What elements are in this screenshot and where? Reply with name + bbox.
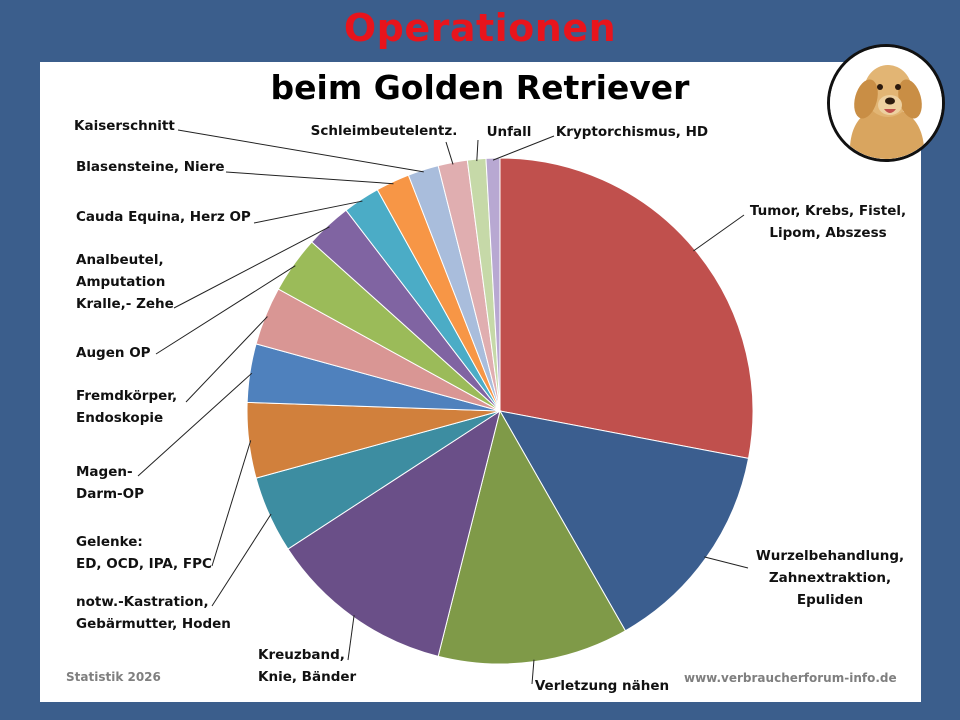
slice-label-9: Augen OP: [76, 345, 151, 361]
footer-statistics-year: Statistik 2026: [66, 670, 161, 684]
leader-line-3: [531, 659, 535, 685]
leader-line-9: [155, 265, 296, 355]
slice-label-2: Wurzelbehandlung, Zahnextraktion, Epuliden: [756, 548, 904, 608]
pie-slice-2: [499, 410, 750, 632]
slice-label-11: Cauda Equina, Herz OP: [76, 209, 251, 225]
leader-line-4: [347, 615, 355, 661]
leader-line-12: [225, 171, 394, 185]
golden-retriever-photo-icon: [827, 44, 945, 162]
slice-label-16: Kryptorchismus, HD: [556, 124, 708, 140]
slice-labels: Tumor, Krebs, Fistel, Lipom, Abszess Wurze…: [74, 118, 906, 694]
leader-line-7: [137, 372, 253, 477]
slice-label-10: Analbeutel, Amputation Kralle,- Zehe: [76, 252, 174, 312]
slice-label-12: Blasensteine, Niere: [76, 159, 225, 175]
leader-line-6: [211, 440, 252, 567]
slice-label-3: Verletzung nähen: [535, 678, 669, 694]
leader-line-1: [693, 214, 745, 252]
slice-label-14: Schleimbeutelentz.: [311, 123, 458, 139]
pie-slice-1: [499, 157, 754, 459]
footer-website: www.verbraucherforum-info.de: [684, 671, 897, 685]
leader-line-5: [211, 513, 272, 607]
pie-slices: [246, 157, 754, 665]
pie-slice-4: [287, 409, 501, 657]
leader-line-11: [253, 200, 363, 224]
slice-label-5: notw.-Kastration, Gebärmutter, Hoden: [76, 594, 231, 632]
leader-line-15: [476, 139, 479, 162]
leader-line-2: [704, 556, 749, 569]
page-title: Operationen: [343, 6, 617, 50]
slice-label-8: Fremdkörper, Endoskopie: [76, 388, 177, 426]
leader-line-16: [492, 135, 555, 161]
leader-line-14: [445, 141, 454, 165]
leader-lines: [137, 129, 749, 685]
slice-label-13: Kaiserschnitt: [74, 118, 175, 134]
leader-line-13: [177, 129, 424, 173]
page-subtitle: beim Golden Retriever: [270, 68, 690, 107]
slice-label-4: Kreuzband, Knie, Bänder: [258, 647, 357, 685]
leader-line-10: [173, 226, 330, 309]
slice-label-1: Tumor, Krebs, Fistel, Lipom, Abszess: [750, 203, 906, 241]
slice-label-6: Gelenke: ED, OCD, IPA, FPC: [76, 534, 212, 572]
leader-line-8: [185, 316, 268, 403]
pie-slice-16: [485, 157, 501, 412]
slice-label-15: Unfall: [487, 124, 532, 140]
slice-label-7: Magen-Darm-OP: [76, 464, 144, 502]
